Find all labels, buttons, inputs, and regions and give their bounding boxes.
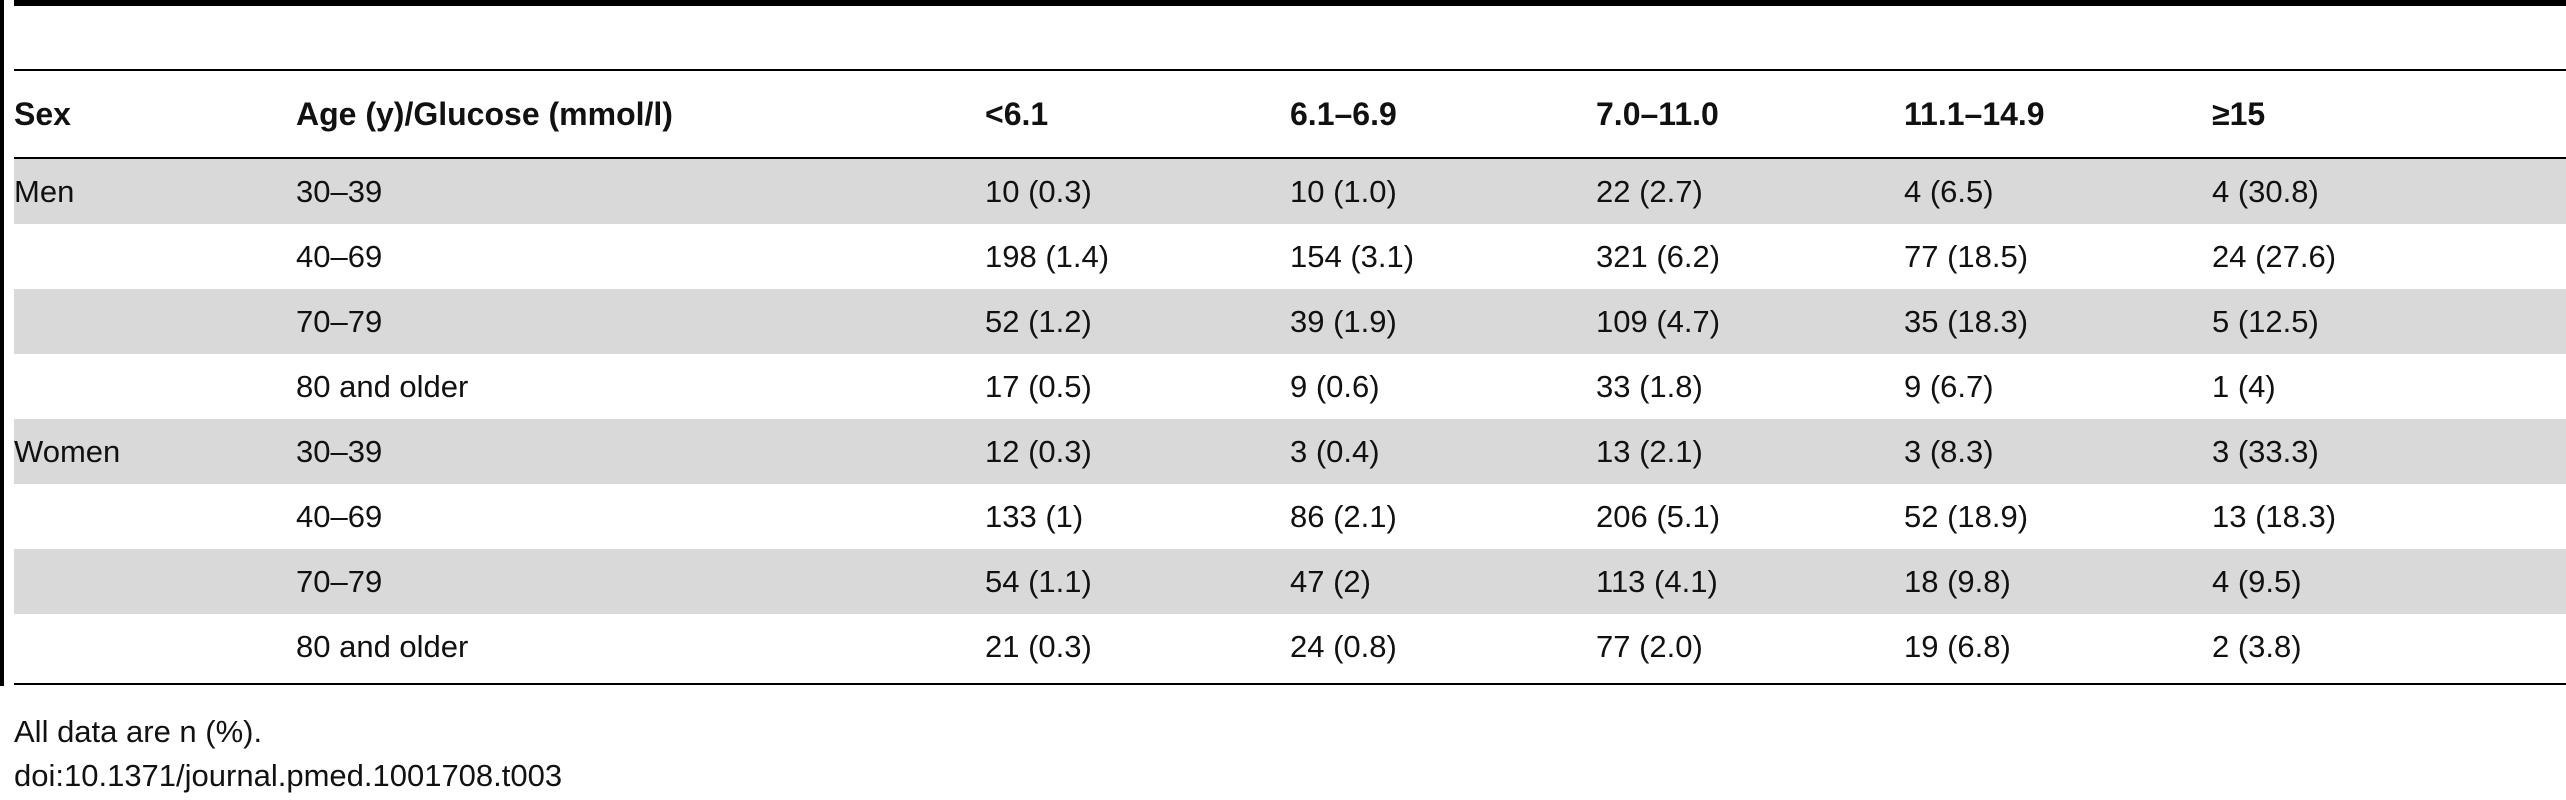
value-cell: 9 (0.6) (1290, 369, 1380, 404)
header-glucose-11-1-14-9: 11.1–14.9 (1904, 96, 2045, 132)
age-cell: 80 and older (296, 369, 469, 404)
age-cell: 30–39 (296, 174, 383, 209)
header-glucose-lt-6-1: <6.1 (985, 96, 1049, 132)
top-rule (14, 0, 2566, 6)
value-cell: 54 (1.1) (985, 564, 1092, 599)
header-glucose-ge-15: ≥15 (2212, 96, 2266, 132)
value-cell: 18 (9.8) (1904, 564, 2011, 599)
table-row: Women 30–39 12 (0.3) 3 (0.4) 13 (2.1) 3 … (14, 419, 2566, 484)
value-cell: 22 (2.7) (1596, 174, 1703, 209)
value-cell: 12 (0.3) (985, 434, 1092, 469)
table-row: 40–69 133 (1) 86 (2.1) 206 (5.1) 52 (18.… (14, 484, 2566, 549)
header-glucose-7-0-11-0: 7.0–11.0 (1596, 96, 1719, 132)
value-cell: 109 (4.7) (1596, 304, 1721, 339)
table-row: 70–79 52 (1.2) 39 (1.9) 109 (4.7) 35 (18… (14, 289, 2566, 354)
header-age-glucose: Age (y)/Glucose (mmol/l) (296, 96, 673, 132)
header-sex: Sex (14, 96, 71, 132)
value-cell: 133 (1) (985, 499, 1084, 534)
header-top-rule (14, 69, 2566, 71)
value-cell: 154 (3.1) (1290, 239, 1415, 274)
table-header-row: Sex Age (y)/Glucose (mmol/l) <6.1 6.1–6.… (14, 71, 2566, 157)
value-cell: 47 (2) (1290, 564, 1371, 599)
left-border-rule (0, 0, 4, 686)
value-cell: 17 (0.5) (985, 369, 1092, 404)
header-bottom-rule (14, 157, 2566, 159)
value-cell: 35 (18.3) (1904, 304, 2029, 339)
value-cell: 2 (3.8) (2212, 629, 2302, 664)
value-cell: 198 (1.4) (985, 239, 1110, 274)
age-cell: 70–79 (296, 304, 383, 339)
value-cell: 77 (2.0) (1596, 629, 1703, 664)
value-cell: 33 (1.8) (1596, 369, 1703, 404)
sex-cell: Men (14, 174, 75, 209)
table-row: 40–69 198 (1.4) 154 (3.1) 321 (6.2) 77 (… (14, 224, 2566, 289)
value-cell: 24 (0.8) (1290, 629, 1397, 664)
table-bottom-rule (14, 683, 2566, 685)
value-cell: 21 (0.3) (985, 629, 1092, 664)
table-body: Men 30–39 10 (0.3) 10 (1.0) 22 (2.7) 4 (… (14, 159, 2566, 679)
table-row: Men 30–39 10 (0.3) 10 (1.0) 22 (2.7) 4 (… (14, 159, 2566, 224)
value-cell: 24 (27.6) (2212, 239, 2337, 274)
value-cell: 52 (1.2) (985, 304, 1092, 339)
value-cell: 10 (1.0) (1290, 174, 1397, 209)
value-cell: 4 (9.5) (2212, 564, 2302, 599)
table-row: 80 and older 21 (0.3) 24 (0.8) 77 (2.0) … (14, 614, 2566, 679)
age-cell: 30–39 (296, 434, 383, 469)
header-glucose-6-1-6-9: 6.1–6.9 (1290, 96, 1397, 132)
age-cell: 40–69 (296, 499, 383, 534)
value-cell: 13 (2.1) (1596, 434, 1703, 469)
age-cell: 40–69 (296, 239, 383, 274)
value-cell: 113 (4.1) (1596, 564, 1718, 599)
table-row: 80 and older 17 (0.5) 9 (0.6) 33 (1.8) 9… (14, 354, 2566, 419)
value-cell: 9 (6.7) (1904, 369, 1994, 404)
value-cell: 52 (18.9) (1904, 499, 2029, 534)
value-cell: 13 (18.3) (2212, 499, 2337, 534)
value-cell: 206 (5.1) (1596, 499, 1721, 534)
value-cell: 3 (0.4) (1290, 434, 1380, 469)
doi-text: doi:10.1371/journal.pmed.1001708.t003 (14, 758, 563, 793)
value-cell: 19 (6.8) (1904, 629, 2011, 664)
value-cell: 4 (30.8) (2212, 174, 2319, 209)
table-row: 70–79 54 (1.1) 47 (2) 113 (4.1) 18 (9.8)… (14, 549, 2566, 614)
value-cell: 3 (33.3) (2212, 434, 2319, 469)
value-cell: 1 (4) (2212, 369, 2276, 404)
age-cell: 70–79 (296, 564, 383, 599)
age-cell: 80 and older (296, 629, 469, 664)
sex-cell: Women (14, 434, 121, 469)
table-footnote: All data are n (%). (14, 714, 263, 749)
value-cell: 5 (12.5) (2212, 304, 2319, 339)
value-cell: 4 (6.5) (1904, 174, 1994, 209)
value-cell: 86 (2.1) (1290, 499, 1397, 534)
value-cell: 39 (1.9) (1290, 304, 1397, 339)
value-cell: 77 (18.5) (1904, 239, 2029, 274)
value-cell: 3 (8.3) (1904, 434, 1994, 469)
value-cell: 10 (0.3) (985, 174, 1092, 209)
value-cell: 321 (6.2) (1596, 239, 1721, 274)
